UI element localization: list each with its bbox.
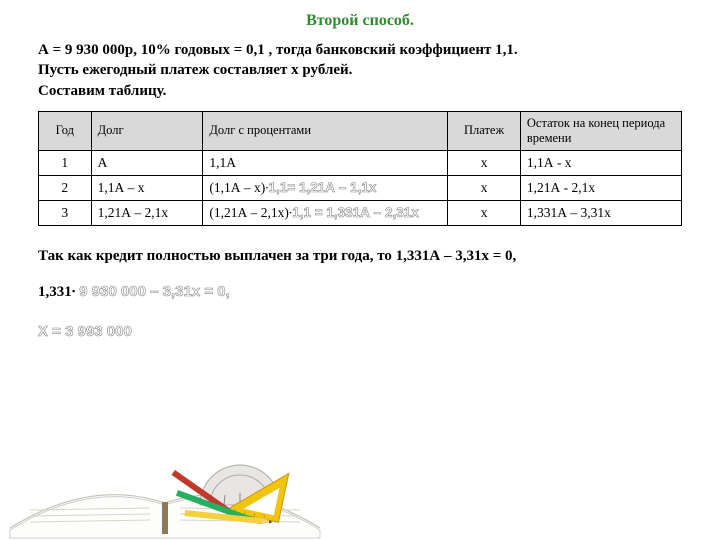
intro-line-3: Составим таблицу. — [38, 83, 166, 99]
col-year: Год — [39, 111, 92, 150]
eq-ghost: 9 930 000 – 3,31х = 0, — [79, 283, 230, 300]
cell-debt: А — [91, 150, 203, 175]
debtint-ghost: 1,1= 1,21А – 1,1х — [269, 180, 377, 195]
cell-pay: х — [448, 150, 521, 175]
book-illustration — [0, 410, 330, 540]
cell-rest: 1,1А - х — [520, 150, 681, 175]
table-row: 1 А 1,1А х 1,1А - х — [39, 150, 682, 175]
table-row: 3 1,21А – 2,1х (1,21А – 2,1х)∙1,1 = 1,33… — [39, 200, 682, 225]
col-debt: Долг — [91, 111, 203, 150]
intro-line-1: А = 9 930 000р, 10% годовых = 0,1 , тогд… — [38, 42, 518, 58]
eq-solid: 1,331∙ — [38, 284, 79, 300]
debtint-plain: (1,21А – 2,1х)∙ — [209, 205, 292, 220]
col-debtint: Долг с процентами — [203, 111, 448, 150]
debtint-ghost: 1,1 = 1,331А – 2,31х — [292, 205, 418, 220]
conclusion-text: Так как кредит полностью выплачен за три… — [38, 248, 682, 265]
answer-line: Х = 3 993 000 — [38, 323, 682, 340]
equation-line: 1,331∙ 9 930 000 – 3,31х = 0, — [38, 283, 682, 301]
cell-rest: 1,331А – 3,31х — [520, 200, 681, 225]
cell-pay: х — [448, 200, 521, 225]
cell-debtint: (1,1А – х)∙1,1= 1,21А – 1,1х — [203, 175, 448, 200]
cell-pay: х — [448, 175, 521, 200]
cell-rest: 1,21А - 2,1х — [520, 175, 681, 200]
intro-block: А = 9 930 000р, 10% годовых = 0,1 , тогд… — [38, 40, 682, 101]
cell-debt: 1,21А – 2,1х — [91, 200, 203, 225]
table-row: 2 1,1А – х (1,1А – х)∙1,1= 1,21А – 1,1х … — [39, 175, 682, 200]
cell-debtint: (1,21А – 2,1х)∙1,1 = 1,331А – 2,31х — [203, 200, 448, 225]
col-rest: Остаток на конец периода времени — [520, 111, 681, 150]
cell-year: 2 — [39, 175, 92, 200]
cell-debtint: 1,1А — [203, 150, 448, 175]
debtint-plain: 1,1А — [209, 155, 236, 170]
loan-table: Год Долг Долг с процентами Платеж Остато… — [38, 111, 682, 226]
cell-year: 3 — [39, 200, 92, 225]
table-header-row: Год Долг Долг с процентами Платеж Остато… — [39, 111, 682, 150]
intro-line-2: Пусть ежегодный платеж составляет х рубл… — [38, 62, 352, 78]
debtint-plain: (1,1А – х)∙ — [209, 180, 268, 195]
col-pay: Платеж — [448, 111, 521, 150]
cell-year: 1 — [39, 150, 92, 175]
page-title: Второй способ. — [38, 12, 682, 30]
cell-debt: 1,1А – х — [91, 175, 203, 200]
